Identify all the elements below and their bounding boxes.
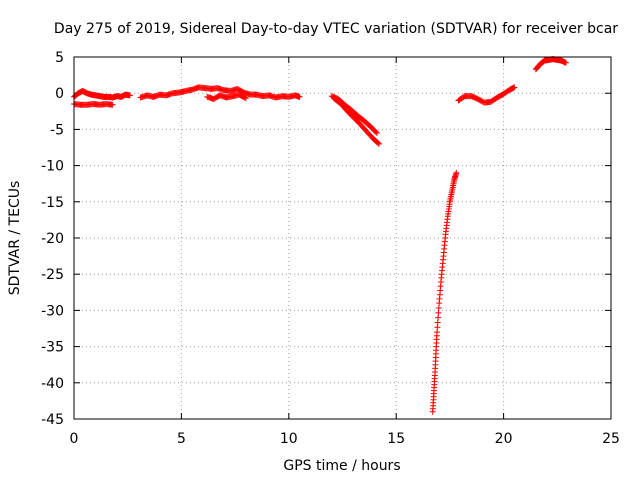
y-tick-label: -30	[41, 303, 64, 319]
chart-title: Day 275 of 2019, Sidereal Day-to-day VTE…	[54, 21, 618, 37]
series-seg4	[429, 169, 460, 415]
y-tick-labels: 5 0 -5 -10 -15 -20 -25 -30 -35 -40 -45	[41, 50, 64, 428]
y-tick-label: -25	[41, 267, 64, 283]
plot-frame	[73, 56, 612, 420]
data-point	[242, 95, 249, 102]
series-seg2-dip	[204, 91, 249, 102]
data-point	[126, 92, 133, 99]
data-point	[372, 128, 379, 135]
y-tick-label: -15	[41, 195, 64, 211]
x-tick-labels: 0 5 10 15 20 25	[70, 431, 620, 447]
x-tick-label: 10	[280, 431, 298, 447]
x-tick-label: 25	[602, 431, 620, 447]
y-tick-label: 5	[55, 50, 64, 66]
data-point	[109, 101, 116, 108]
data-point	[373, 130, 380, 137]
grid-lines	[73, 56, 612, 420]
data-point	[562, 59, 569, 66]
series-seg6	[532, 56, 569, 73]
x-tick-label: 5	[177, 431, 186, 447]
axis-ticks	[73, 56, 612, 420]
y-tick-label: -20	[41, 231, 64, 247]
y-tick-label: -5	[50, 122, 64, 138]
x-tick-label: 0	[70, 431, 79, 447]
series-seg1-lower	[71, 101, 116, 108]
series-seg3-lower	[330, 95, 383, 147]
series-seg5	[455, 84, 518, 106]
data-points	[71, 56, 569, 415]
y-tick-label: -10	[41, 159, 64, 175]
data-point	[453, 169, 460, 176]
x-tick-label: 15	[387, 431, 405, 447]
x-tick-label: 20	[495, 431, 513, 447]
y-tick-label: -40	[41, 376, 64, 392]
data-point	[296, 93, 303, 100]
y-tick-label: -35	[41, 340, 64, 356]
series-seg2	[137, 84, 303, 101]
y-tick-label: -45	[41, 412, 64, 428]
series-seg3-upper	[328, 93, 380, 137]
data-point	[374, 139, 381, 146]
y-axis-label: SDTVAR / TECUs	[7, 181, 23, 296]
data-point	[511, 84, 518, 91]
data-point	[241, 94, 248, 101]
data-point	[376, 140, 383, 147]
y-tick-label: 0	[55, 86, 64, 102]
x-axis-label: GPS time / hours	[283, 458, 400, 474]
series-seg1-upper	[71, 88, 133, 101]
